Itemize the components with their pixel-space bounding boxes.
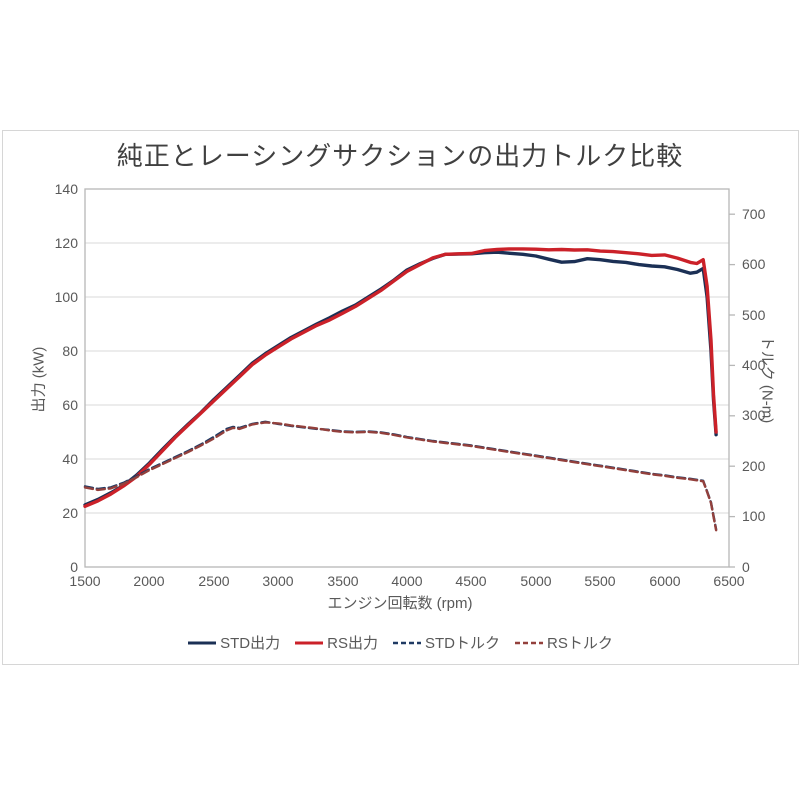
legend-item-std-power: STD出力 — [187, 632, 280, 653]
legend-label: STDトルク — [425, 635, 501, 652]
chart-title: 純正とレーシングサクションの出力トルク比較 — [116, 141, 684, 171]
series-line-rs-torque — [83, 421, 718, 532]
series-line-rs-power — [83, 247, 718, 508]
legend-line-solid-icon — [188, 641, 217, 644]
legend-item-rs-torque: RSトルク — [514, 632, 613, 653]
legend-label: RSトルク — [547, 635, 613, 652]
legend-label: RS出力 — [327, 635, 378, 652]
legend-item-std-torque: STDトルク — [392, 632, 500, 653]
series-line-std-power — [83, 250, 718, 507]
legend-line-dashed-icon — [393, 641, 421, 644]
legend-item-rs-power: RS出力 — [294, 632, 378, 653]
legend-line-dashed-icon — [515, 641, 544, 644]
legend-label: STD出力 — [220, 635, 281, 652]
chart-frame — [2, 130, 799, 665]
legend-line-solid-icon — [295, 641, 324, 644]
chart-legend: STD出力 RS出力 STDトルク RSトルク — [0, 632, 800, 653]
plot-border — [84, 188, 730, 568]
